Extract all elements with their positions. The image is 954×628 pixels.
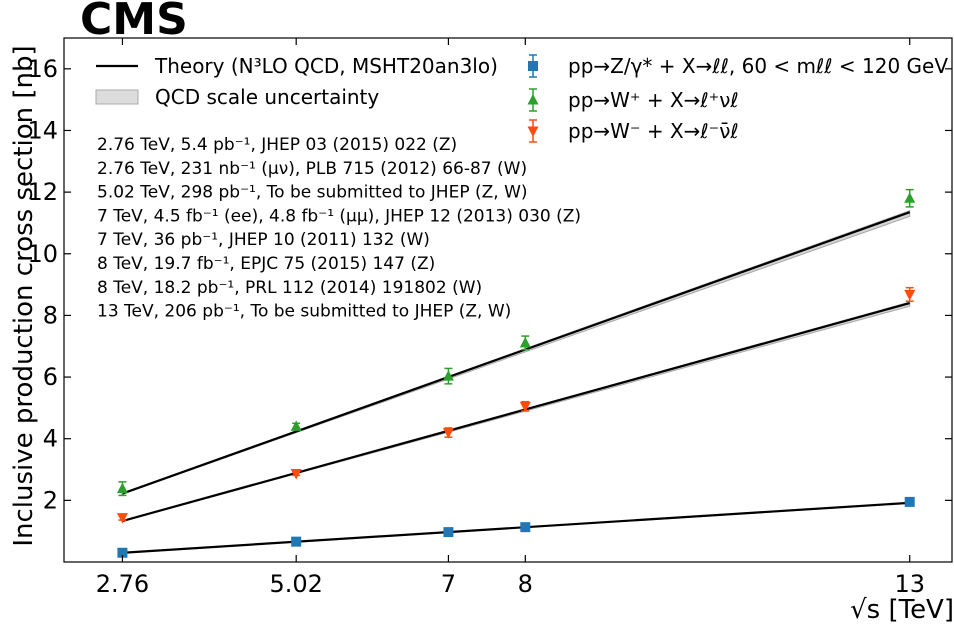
dataset-annotation: 13 TeV, 206 pb⁻¹, To be submitted to JHE… (97, 302, 511, 322)
data-point (904, 289, 916, 301)
legend-series-label: pp→W⁺ + X→ℓ⁺νℓ (568, 88, 739, 112)
y-axis-title: Inclusive production cross section [nb] (9, 45, 39, 546)
data-point (290, 469, 302, 480)
y-axis-ticks: 2 4 6 8 10 12 14 16 (27, 55, 952, 514)
dataset-annotation: 8 TeV, 18.2 pb⁻¹, PRL 112 (2014) 191802 … (97, 278, 482, 298)
data-point (116, 482, 128, 494)
x-tick-label: 2.76 (96, 570, 149, 598)
legend-marker (528, 61, 538, 71)
data-point (443, 527, 454, 538)
dataset-annotation: 7 TeV, 4.5 fb⁻¹ (ee), 4.8 fb⁻¹ (μμ), JHE… (97, 206, 581, 226)
y-tick-label: 2 (43, 486, 58, 514)
x-tick-label: 5.02 (269, 570, 322, 598)
dataset-annotations: 2.76 TeV, 5.4 pb⁻¹, JHEP 03 (2015) 022 (… (97, 135, 581, 322)
theory-line (122, 501, 910, 554)
y-tick-label: 10 (27, 240, 58, 268)
legend-series-label: pp→Z/γ* + X→ℓℓ, 60 < mℓℓ < 120 GeV (568, 54, 948, 78)
theory-lines (122, 211, 911, 554)
data-point (519, 336, 531, 348)
x-tick-label: 13 (894, 570, 925, 598)
theory-line (122, 302, 911, 523)
x-tick-label: 7 (441, 570, 456, 598)
y-tick-label: 6 (43, 363, 58, 391)
plot-frame (63, 37, 953, 563)
data-point (290, 420, 302, 431)
data-points (116, 188, 916, 558)
theory-legend: Theory (N³LO QCD, MSHT20an3lo) QCD scale… (95, 54, 498, 109)
data-point (442, 370, 454, 381)
data-point (904, 496, 915, 507)
data-point (117, 547, 128, 558)
dataset-annotation: 5.02 TeV, 298 pb⁻¹, To be submitted to J… (97, 183, 528, 203)
legend-band-swatch (95, 89, 139, 105)
x-tick-label: 8 (518, 570, 533, 598)
data-point (442, 428, 454, 439)
data-point (116, 513, 128, 524)
legend-marker (527, 94, 539, 105)
x-axis-ticks: 2.76 5.02 7 8 13 (96, 38, 925, 598)
legend-band-label: QCD scale uncertainty (155, 85, 379, 109)
y-tick-label: 4 (43, 425, 58, 453)
data-point (904, 192, 916, 203)
y-tick-label: 12 (27, 178, 58, 206)
data-point (520, 522, 531, 533)
dataset-annotation: 7 TeV, 36 pb⁻¹, JHEP 10 (2011) 132 (W) (97, 230, 430, 250)
y-tick-label: 16 (27, 55, 58, 83)
y-tick-label: 14 (27, 116, 58, 144)
y-tick-label: 8 (43, 301, 58, 329)
dataset-annotation: 8 TeV, 19.7 fb⁻¹, EPJC 75 (2015) 147 (Z) (97, 254, 435, 274)
data-point (519, 401, 531, 413)
legend-theory-label: Theory (N³LO QCD, MSHT20an3lo) (154, 54, 498, 78)
dataset-annotation: 2.76 TeV, 231 nb⁻¹ (μν), PLB 715 (2012) … (97, 159, 527, 179)
legend-series-label: pp→W⁻ + X→ℓ⁻ν̄ℓ (568, 119, 739, 143)
theory-line (122, 211, 911, 495)
data-point (291, 536, 302, 547)
x-axis-title: √s [TeV] (850, 595, 954, 625)
legend-marker (527, 126, 539, 137)
dataset-annotation: 2.76 TeV, 5.4 pb⁻¹, JHEP 03 (2015) 022 (… (97, 135, 457, 155)
series-legend: pp→Z/γ* + X→ℓℓ, 60 < mℓℓ < 120 GeV pp→W⁺ … (527, 54, 948, 143)
